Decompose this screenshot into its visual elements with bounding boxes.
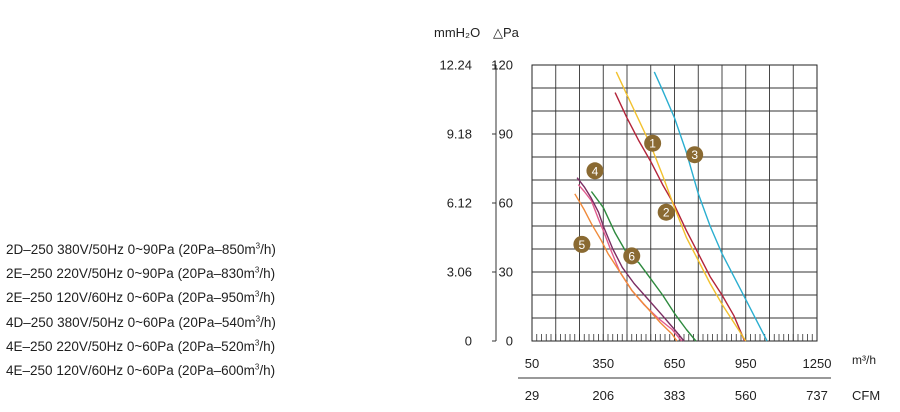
curve-series-1 [614,92,746,342]
y-tick-label-pa: 0 [506,334,513,349]
legend-pressure: 0~60Pa [126,338,174,354]
curve-series-5 [577,184,683,342]
legend-pressure: 0~60Pa [126,290,174,306]
legend-flow: (20Pa–600m [177,363,255,379]
y-unit-mmh2o: mmH₂O [434,25,480,40]
legend-pressure: 0~90Pa [126,266,174,282]
legend-spec: 220V/50Hz [56,266,124,282]
legend-pressure: 0~60Pa [127,314,175,330]
x-tick-label-m3h: 650 [664,356,686,371]
legend-flow-unit: /h) [259,290,276,306]
curve-label-number: 2 [663,206,670,220]
legend-model: 2E–250 [6,290,53,306]
curve-label-number: 6 [628,249,635,263]
legend-row: 4E–250 220V/50Hz 0~60Pa (20Pa–520m3/h) [6,338,276,354]
x-tick-label-m3h: 350 [592,356,614,371]
legend-flow-unit: /h) [259,363,276,379]
legend-pressure: 0~60Pa [126,363,174,379]
legend-model: 4D–250 [6,314,54,330]
legend-flow: (20Pa–950m [177,290,255,306]
legend-flow: (20Pa–520m [177,338,255,354]
y-tick-label-mmh2o: 0 [465,334,472,349]
x-unit-m3h: m³/h [852,353,876,367]
legend-spec: 120V/60Hz [56,290,124,306]
legend-spec: 120V/60Hz [56,363,124,379]
x-tick-label-m3h: 1250 [803,356,832,371]
y-tick-label-mmh2o: 6.12 [447,196,472,211]
curve-label-badge [573,235,591,253]
legend-row: 4D–250 380V/50Hz 0~60Pa (20Pa–540m3/h) [6,314,276,330]
x-tick-label-m3h: 950 [735,356,757,371]
legend-flow-unit: /h) [259,338,276,354]
legend-row: 2E–250 220V/50Hz 0~90Pa (20Pa–830m3/h) [6,265,276,282]
model-legend: 2D–250 380V/50Hz 0~90Pa (20Pa–850m3/h) 2E… [6,238,276,383]
curve-series-2 [615,71,747,342]
legend-spec: 220V/50Hz [56,338,124,354]
y-tick-label-mmh2o: 3.06 [447,265,472,280]
curve-label-badge [586,162,604,180]
legend-flow: (20Pa–540m [178,314,256,330]
y-tick-label-pa: 90 [499,127,513,142]
curve-label-badge [644,134,662,152]
curve-label-badge [686,146,704,164]
legend-model: 2D–250 [6,242,54,257]
legend-model: 4E–250 [6,338,53,354]
y-unit-pa: △Pa [493,25,520,40]
x-tick-label-cfm: 206 [592,388,614,403]
y-tick-label-pa: 60 [499,196,513,211]
curve-series-4 [590,191,697,342]
curve-label-badge [657,203,675,221]
x-tick-label-m3h: 50 [525,356,539,371]
curve-label-badge [623,247,641,265]
legend-flow: (20Pa–850m [178,242,256,257]
curve-label-number: 1 [649,137,656,151]
legend-model: 4E–250 [6,363,53,379]
legend-row: 4E–250 120V/60Hz 0~60Pa (20Pa–600m3/h) [6,362,276,379]
curve-label-number: 5 [579,238,586,252]
curve-series-6 [576,177,685,342]
legend-flow-unit: /h) [259,266,276,282]
legend-flow-unit: /h) [260,242,276,257]
legend-pressure: 0~90Pa [127,242,175,257]
legend-row: 2D–250 380V/50Hz 0~90Pa (20Pa–850m3/h) [6,241,276,257]
x-tick-label-cfm: 29 [525,388,539,403]
y-tick-label-pa: 120 [491,58,513,73]
legend-spec: 380V/50Hz [57,242,124,257]
legend-model: 2E–250 [6,266,53,282]
curve-label-number: 4 [592,164,599,178]
legend-flow: (20Pa–830m [177,266,255,282]
curve-series-3 [653,71,768,342]
legend-spec: 380V/50Hz [57,314,124,330]
curve-series-unlabeled [574,193,678,342]
x-tick-label-cfm: 560 [735,388,757,403]
y-tick-label-mmh2o: 12.24 [439,58,472,73]
x-tick-label-cfm: 737 [806,388,828,403]
y-tick-label-mmh2o: 9.18 [447,127,472,142]
y-tick-label-pa: 30 [499,265,513,280]
x-tick-label-cfm: 383 [664,388,686,403]
legend-flow-unit: /h) [260,314,276,330]
curve-label-number: 3 [691,148,698,162]
legend-row: 2E–250 120V/60Hz 0~60Pa (20Pa–950m3/h) [6,289,276,306]
x-unit-cfm: CFM [852,388,880,403]
